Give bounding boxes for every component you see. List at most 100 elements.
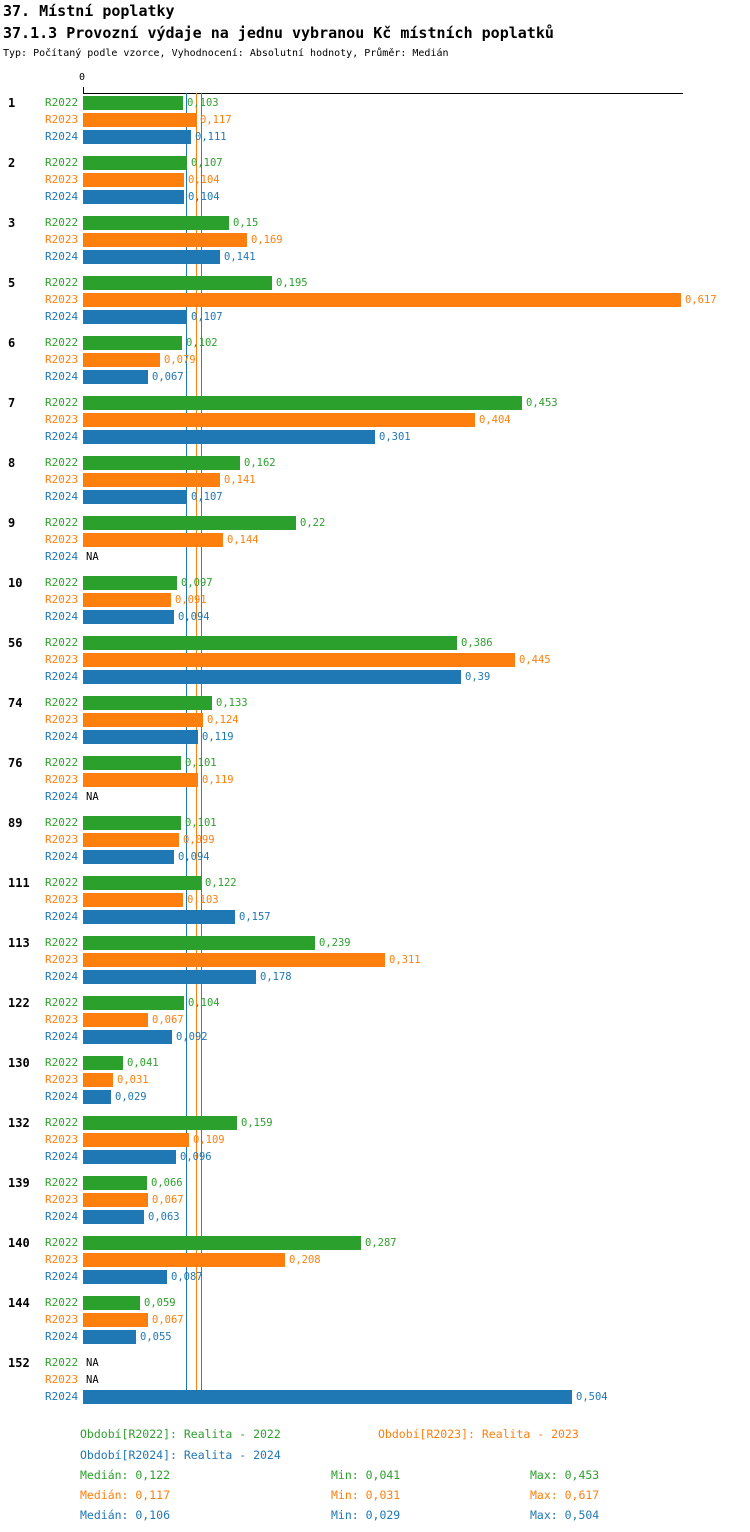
series-label-r2023: R2023 bbox=[45, 1253, 79, 1266]
series-label-r2022: R2022 bbox=[45, 456, 79, 469]
report-meta: Typ: Počítaný podle vzorce, Vyhodnocení:… bbox=[3, 48, 449, 59]
value-label: 0,066 bbox=[151, 1177, 183, 1189]
median-line-r2023 bbox=[196, 93, 197, 1403]
value-label: 0,453 bbox=[526, 397, 558, 409]
series-label-r2024: R2024 bbox=[45, 130, 79, 143]
bar-r2024 bbox=[83, 1210, 144, 1224]
group-label: 7 bbox=[8, 396, 16, 410]
value-label: 0,107 bbox=[191, 157, 223, 169]
na-value-label: NA bbox=[86, 1374, 99, 1386]
legend-item-r2022: Období[R2022]: Realita - 2022 bbox=[80, 1427, 281, 1441]
bar-r2024 bbox=[83, 310, 187, 324]
group-label: 139 bbox=[8, 1176, 30, 1190]
value-label: 0,311 bbox=[389, 954, 421, 966]
value-label: 0,133 bbox=[216, 697, 248, 709]
value-label: 0,39 bbox=[465, 671, 491, 683]
legend-item-r2023: Období[R2023]: Realita - 2023 bbox=[378, 1427, 579, 1441]
bar-r2024 bbox=[83, 730, 198, 744]
value-label: 0,055 bbox=[140, 1331, 172, 1343]
stat-max-r2022: Max: 0,453 bbox=[530, 1468, 600, 1482]
bar-r2023 bbox=[83, 653, 515, 667]
value-label: 0,122 bbox=[205, 877, 237, 889]
value-label: 0,504 bbox=[576, 1391, 608, 1403]
bar-r2023 bbox=[83, 1193, 148, 1207]
value-label: 0,162 bbox=[244, 457, 276, 469]
series-label-r2024: R2024 bbox=[45, 430, 79, 443]
series-label-r2024: R2024 bbox=[45, 250, 79, 263]
value-label: 0,169 bbox=[251, 234, 283, 246]
series-label-r2024: R2024 bbox=[45, 850, 79, 863]
bar-r2023 bbox=[83, 293, 681, 307]
group-label: 113 bbox=[8, 936, 30, 950]
value-label: 0,031 bbox=[117, 1074, 149, 1086]
series-label-r2024: R2024 bbox=[45, 1390, 79, 1403]
value-label: 0,124 bbox=[207, 714, 239, 726]
series-label-r2023: R2023 bbox=[45, 353, 79, 366]
bar-r2023 bbox=[83, 1253, 285, 1267]
group-label: 74 bbox=[8, 696, 23, 710]
value-label: 0,102 bbox=[186, 337, 218, 349]
group-label: 8 bbox=[8, 456, 16, 470]
na-value-label: NA bbox=[86, 791, 99, 803]
report-title: 37. Místní poplatky bbox=[3, 2, 175, 20]
value-label: 0,208 bbox=[289, 1254, 321, 1266]
value-label: 0,101 bbox=[185, 817, 217, 829]
series-label-r2023: R2023 bbox=[45, 1313, 79, 1326]
group-label: 2 bbox=[8, 156, 16, 170]
series-label-r2022: R2022 bbox=[45, 1356, 79, 1369]
bar-r2023 bbox=[83, 173, 184, 187]
series-label-r2022: R2022 bbox=[45, 936, 79, 949]
value-label: 0,445 bbox=[519, 654, 551, 666]
group-label: 76 bbox=[8, 756, 23, 770]
bar-r2023 bbox=[83, 1073, 113, 1087]
group-label: 5 bbox=[8, 276, 16, 290]
bar-r2023 bbox=[83, 473, 220, 487]
series-label-r2023: R2023 bbox=[45, 173, 79, 186]
bar-r2022 bbox=[83, 1296, 140, 1310]
bar-r2022 bbox=[83, 516, 296, 530]
value-label: 0,386 bbox=[461, 637, 493, 649]
series-label-r2022: R2022 bbox=[45, 1116, 79, 1129]
value-label: 0,111 bbox=[195, 131, 227, 143]
bar-r2024 bbox=[83, 490, 187, 504]
series-label-r2022: R2022 bbox=[45, 636, 79, 649]
series-label-r2023: R2023 bbox=[45, 653, 79, 666]
bar-r2022 bbox=[83, 336, 182, 350]
bar-r2022 bbox=[83, 576, 177, 590]
value-label: 0,041 bbox=[127, 1057, 159, 1069]
group-label: 89 bbox=[8, 816, 23, 830]
value-label: 0,099 bbox=[183, 834, 215, 846]
bar-r2024 bbox=[83, 190, 184, 204]
series-label-r2024: R2024 bbox=[45, 1090, 79, 1103]
bar-r2022 bbox=[83, 816, 181, 830]
na-value-label: NA bbox=[86, 551, 99, 563]
value-label: 0,087 bbox=[171, 1271, 203, 1283]
value-label: 0,059 bbox=[144, 1297, 176, 1309]
value-label: 0,107 bbox=[191, 491, 223, 503]
value-label: 0,067 bbox=[152, 371, 184, 383]
value-label: 0,096 bbox=[180, 1151, 212, 1163]
bar-r2023 bbox=[83, 353, 160, 367]
series-label-r2023: R2023 bbox=[45, 473, 79, 486]
value-label: 0,079 bbox=[164, 354, 196, 366]
median-line-r2024 bbox=[186, 93, 187, 1403]
value-label: 0,029 bbox=[115, 1091, 147, 1103]
report-subtitle: 37.1.3 Provozní výdaje na jednu vybranou… bbox=[3, 24, 554, 42]
value-label: 0,091 bbox=[175, 594, 207, 606]
bar-r2024 bbox=[83, 610, 174, 624]
value-label: 0,239 bbox=[319, 937, 351, 949]
bar-r2022 bbox=[83, 756, 181, 770]
group-label: 9 bbox=[8, 516, 16, 530]
value-label: 0,22 bbox=[300, 517, 326, 529]
value-label: 0,104 bbox=[188, 174, 220, 186]
bar-r2022 bbox=[83, 456, 240, 470]
series-label-r2023: R2023 bbox=[45, 713, 79, 726]
value-label: 0,301 bbox=[379, 431, 411, 443]
group-label: 140 bbox=[8, 1236, 30, 1250]
series-label-r2022: R2022 bbox=[45, 816, 79, 829]
series-label-r2024: R2024 bbox=[45, 310, 79, 323]
bar-r2023 bbox=[83, 413, 475, 427]
bar-r2024 bbox=[83, 250, 220, 264]
